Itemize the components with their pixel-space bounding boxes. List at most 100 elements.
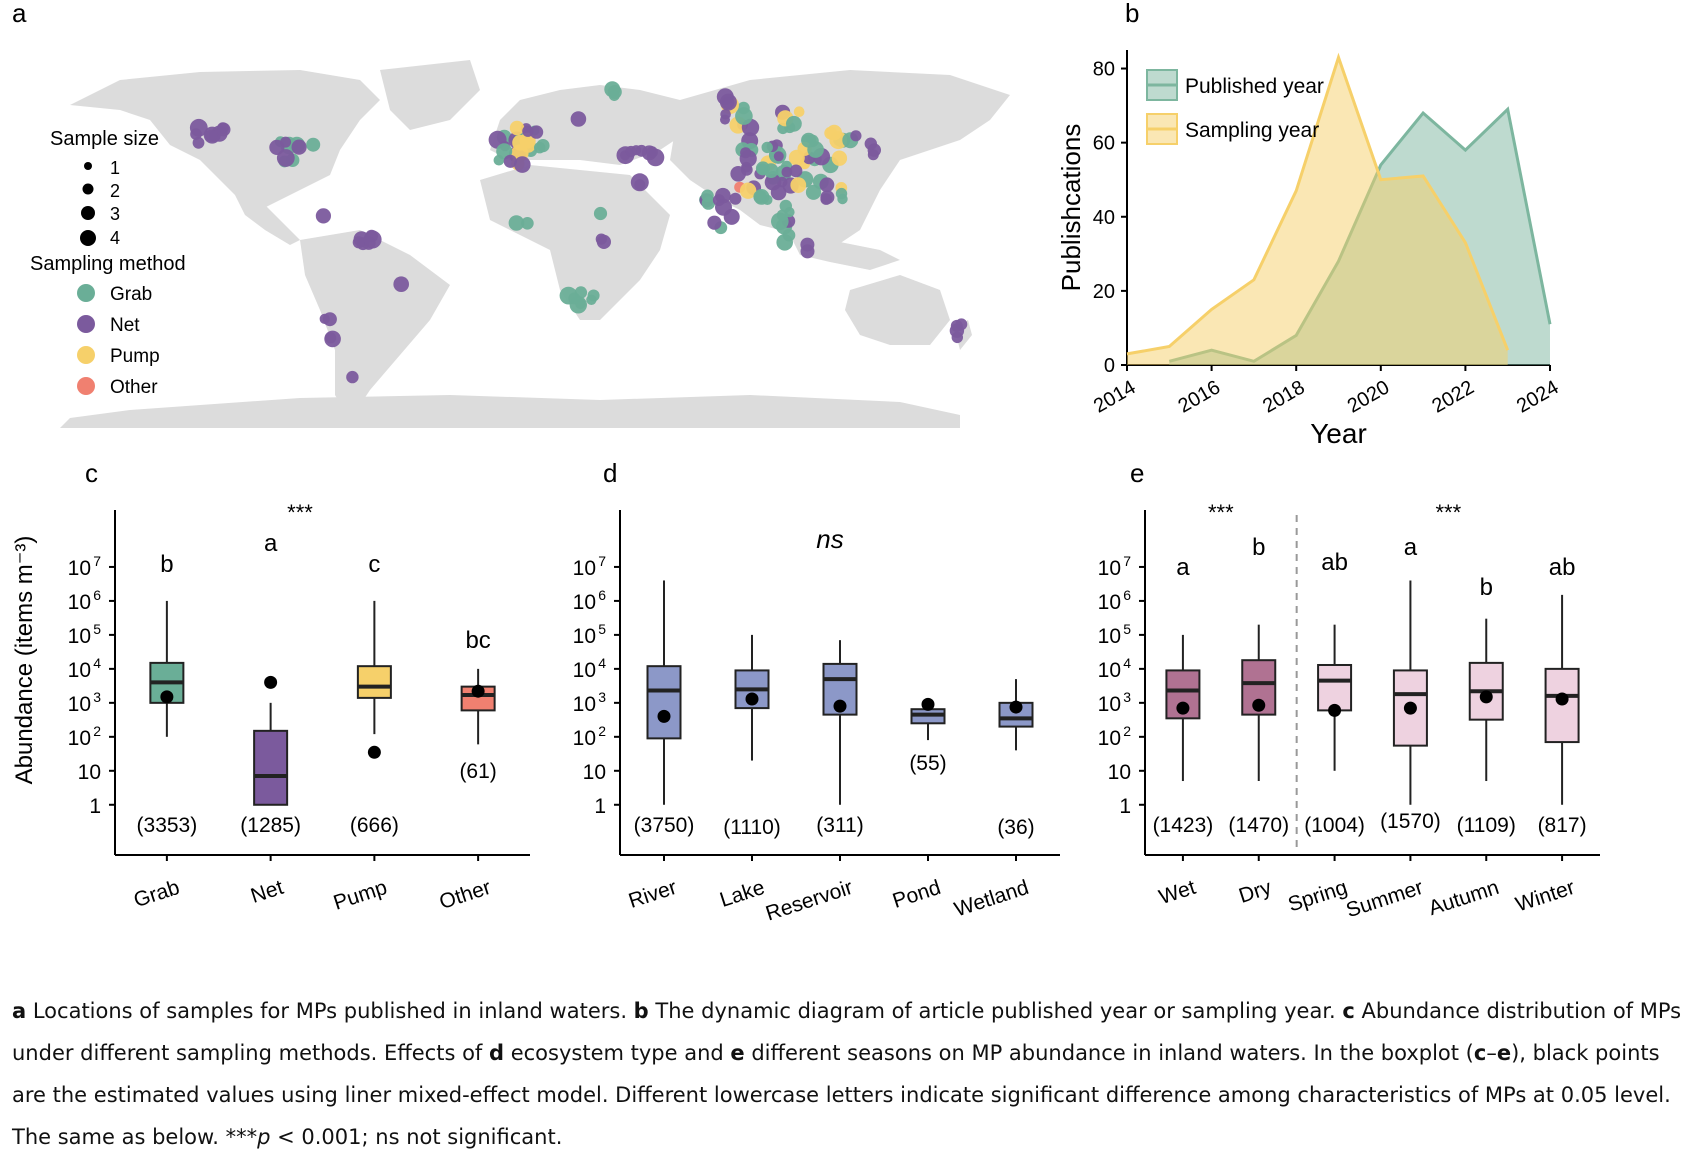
y-tick-label: 20 xyxy=(1093,281,1115,303)
sample-dot xyxy=(729,192,742,205)
legend-size-dot-3 xyxy=(81,206,95,220)
x-tick-label: Net xyxy=(248,876,286,908)
y-tick-exponent: 2 xyxy=(93,723,101,739)
y-tick-exponent: 2 xyxy=(598,723,606,739)
x-tick-label: Other xyxy=(437,876,494,914)
caption-rest: ), black points are the estimated values… xyxy=(12,1041,1671,1149)
legend-label: Published year xyxy=(1185,75,1324,98)
legend-other-dot xyxy=(77,377,95,395)
caption-a-text: Locations of samples for MPs published i… xyxy=(26,999,634,1023)
chart-b: 0 20 40 60 80 2014 2016 2018 2020 2022 2024 Year Pub… xyxy=(1056,50,1563,449)
sample-dot xyxy=(529,125,544,139)
sample-dot xyxy=(716,88,734,106)
y-tick-exponent: 3 xyxy=(93,689,101,705)
sample-dot xyxy=(951,331,963,344)
land-greenland xyxy=(380,60,480,130)
y-tick-label: 10 xyxy=(1098,659,1121,682)
sample-dot xyxy=(826,124,842,141)
y-tick-exponent: 4 xyxy=(598,655,606,671)
letter-label: b xyxy=(1480,574,1493,601)
caption-tail: < 0.001; ns not significant. xyxy=(270,1125,563,1149)
estimate-point xyxy=(1252,698,1266,712)
box-river xyxy=(646,665,682,740)
y-tick-label: 40 xyxy=(1093,207,1115,229)
sample-dot xyxy=(701,196,716,210)
letter-label: a xyxy=(1176,554,1190,581)
x-tick-label: Grab xyxy=(131,876,183,912)
map-legend: Sample size 1 2 3 4 Sampling method Grab… xyxy=(30,128,186,398)
count-label: (3353) xyxy=(137,814,198,837)
sample-dot xyxy=(756,163,768,175)
sample-dot xyxy=(192,136,205,149)
x-tick-label: Winter xyxy=(1513,876,1578,917)
count-label: (1570) xyxy=(1380,810,1441,833)
y-tick-label: 1 xyxy=(1119,795,1131,818)
legend-label: Sampling year xyxy=(1185,119,1319,142)
caption-ce-label: c xyxy=(1473,1041,1487,1065)
y-tick-label: 80 xyxy=(1093,59,1115,81)
box-pump xyxy=(356,665,392,699)
sample-dot xyxy=(570,111,587,127)
legend-size-4: 4 xyxy=(110,228,120,248)
sample-dot xyxy=(625,145,637,158)
sample-dot xyxy=(789,164,803,178)
y-tick-label: 10 xyxy=(1098,727,1121,750)
y-tick-exponent: 5 xyxy=(93,621,101,637)
estimate-point xyxy=(1555,692,1569,706)
sample-dot xyxy=(204,129,218,142)
box-winter xyxy=(1544,667,1580,744)
y-tick-label: 10 xyxy=(573,727,596,750)
y-tick-label: 10 xyxy=(583,761,606,784)
caption-c-label: c xyxy=(1342,999,1355,1023)
y-tick-label: 10 xyxy=(68,557,91,580)
count-label: (311) xyxy=(816,814,863,837)
x-tick-label: 2016 xyxy=(1175,376,1225,417)
legend-size-dot-4 xyxy=(80,230,96,246)
x-tick-label: Wet xyxy=(1156,876,1198,909)
sample-dot xyxy=(730,166,746,182)
y-tick-label: 10 xyxy=(1108,761,1131,784)
letter-label: bc xyxy=(465,627,490,654)
y-tick-label: 1 xyxy=(89,795,101,818)
sample-dot xyxy=(805,184,822,200)
y-tick-label: 10 xyxy=(78,761,101,784)
sample-dot xyxy=(593,206,608,221)
sample-dot xyxy=(291,139,307,155)
y-tick-label: 10 xyxy=(68,625,91,648)
sample-dot xyxy=(508,215,525,231)
y-tick-label: 10 xyxy=(68,727,91,750)
legend-size-title: Sample size xyxy=(50,128,159,150)
sample-dot xyxy=(306,137,321,152)
y-tick-exponent: 4 xyxy=(93,655,101,671)
y-tick-exponent: 4 xyxy=(1123,655,1131,671)
sample-dot xyxy=(568,292,581,305)
caption-b-label: b xyxy=(633,999,649,1023)
sample-dot xyxy=(346,370,359,384)
estimate-point xyxy=(745,692,759,706)
legend-size-dot-2 xyxy=(82,183,94,195)
y-tick-label: 10 xyxy=(1098,625,1121,648)
x-tick-label: 2022 xyxy=(1428,376,1478,417)
y-tick-exponent: 5 xyxy=(598,621,606,637)
legend-method-pump: Pump xyxy=(110,346,160,367)
sample-dot xyxy=(819,177,835,193)
sample-dot xyxy=(763,163,779,179)
letter-label: b xyxy=(1252,534,1265,561)
caption-ce2-label: e xyxy=(1496,1041,1512,1065)
caption-a-label: a xyxy=(12,999,27,1023)
x-tick-label: 2018 xyxy=(1259,376,1309,417)
significance-label: *** xyxy=(287,500,313,525)
y-tick-exponent: 3 xyxy=(598,689,606,705)
estimate-point xyxy=(1479,690,1493,704)
x-tick-label: 2024 xyxy=(1513,376,1563,417)
sample-dot xyxy=(280,136,292,148)
y-tick-exponent: 6 xyxy=(598,587,606,603)
sample-dot xyxy=(322,312,337,327)
letter-label: a xyxy=(264,530,278,557)
significance-label: ns xyxy=(816,524,843,554)
y-tick-label: 10 xyxy=(573,625,596,648)
sample-dot xyxy=(770,184,787,201)
y-axis-label: Publishcations xyxy=(1056,124,1086,292)
panel-label-a: a xyxy=(12,0,27,28)
